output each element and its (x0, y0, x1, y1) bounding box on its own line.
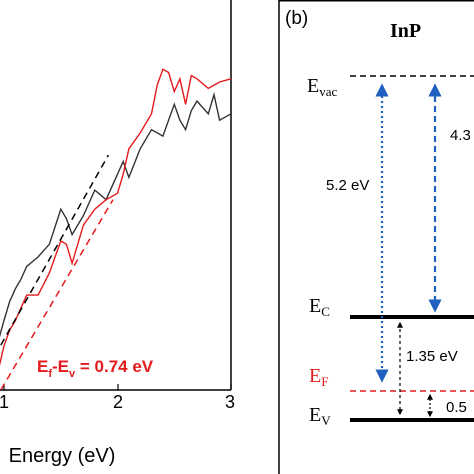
panel-b-title: InP (390, 20, 421, 42)
annotation-sub2: v (69, 368, 76, 380)
value-4-3-ev: 4.3 (450, 127, 471, 144)
label-e-v-sub: V (321, 413, 331, 428)
annotation-fermi: Ef-Ev = 0.74 eV (37, 357, 154, 380)
label-e-f: EF (309, 365, 328, 389)
x-tick-label-3: 3 (225, 392, 235, 412)
panel-b-tag: (b) (285, 8, 308, 29)
x-axis-label: Energy (eV) (9, 445, 116, 467)
value-5-2-ev: 5.2 eV (326, 177, 369, 194)
label-e-v-main: E (309, 404, 321, 426)
series-line-1 (0, 91, 232, 338)
annotation-rest: = 0.74 eV (75, 357, 154, 376)
panel-b: (b) InP Evac EC EF EV 5.2 eV 4.3 1.35 eV (278, 0, 474, 474)
label-e-f-main: E (309, 365, 321, 387)
value-1-35-ev: 1.35 eV (406, 348, 458, 365)
label-e-vac-sub: vac (319, 84, 337, 99)
label-e-vac: Evac (307, 75, 337, 99)
series-line-2 (0, 68, 232, 366)
label-e-c-main: E (309, 295, 321, 317)
label-e-f-sub: F (321, 374, 328, 389)
label-e-c: EC (309, 295, 330, 319)
series-line-3 (0, 154, 110, 349)
annotation-sub1: f (48, 368, 52, 380)
label-e-v: EV (309, 404, 331, 428)
label-e-vac-main: E (307, 75, 319, 97)
panel-a: 1 2 3 Energy (eV) Ef-Ev = 0.74 eV (0, 0, 235, 467)
x-tick-label-2: 2 (113, 392, 123, 412)
annotation-main: E (37, 357, 48, 376)
series-line-4 (0, 199, 114, 393)
label-e-c-sub: C (321, 304, 330, 319)
x-tick-label-1: 1 (0, 392, 9, 412)
annotation-mid: -E (52, 357, 69, 376)
series-layer (0, 68, 232, 393)
value-0-5-ev: 0.5 (446, 399, 467, 416)
